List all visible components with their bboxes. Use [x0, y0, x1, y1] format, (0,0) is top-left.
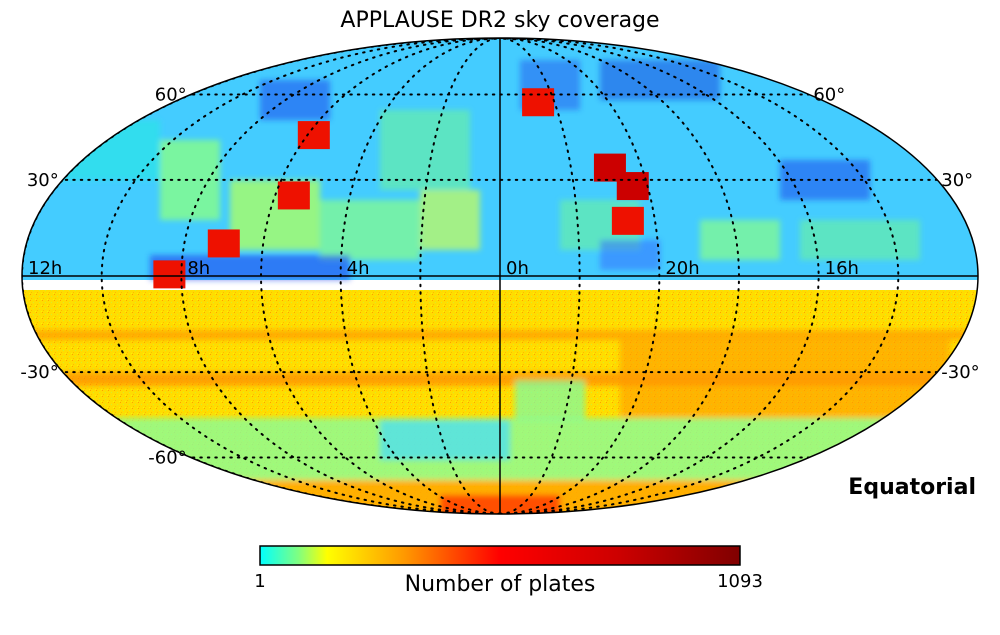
dec-tick-label: 30° [27, 170, 59, 191]
ra-gridline [180, 38, 501, 514]
dec-tick-label: -60° [148, 447, 186, 468]
ra-tick-label: 8h [187, 258, 210, 279]
hotspot [593, 153, 626, 182]
dec-tick-labels: 60° 60° 30° 30° -30° -30° -60° [20, 85, 979, 469]
dec-tick-label: -30° [20, 362, 58, 383]
colorbar-label: Number of plates [405, 572, 596, 597]
ra-gridline [419, 38, 501, 514]
chart-title: APPLAUSE DR2 sky coverage [340, 8, 659, 33]
ra-tick-labels: 12h 8h 4h 0h 20h 16h [28, 258, 859, 279]
ra-gridline [499, 38, 820, 514]
dec-tick-label: 60° [813, 85, 845, 106]
hotspot [207, 229, 240, 258]
hotspot [611, 206, 644, 235]
ra-tick-label: 0h [506, 258, 529, 279]
ra-gridline [100, 38, 501, 514]
ra-tick-label: 4h [347, 258, 370, 279]
hotspot [297, 121, 330, 150]
ra-gridline [499, 38, 581, 514]
hotspots [153, 88, 649, 289]
colorbar-gradient [259, 545, 741, 566]
dec-tick-label: -30° [941, 362, 979, 383]
ra-gridline [499, 38, 900, 514]
colorbar-max-label: 1093 [717, 571, 763, 592]
colorbar: 1 1093 Number of plates [254, 545, 763, 597]
dec-tick-label: 60° [155, 85, 187, 106]
hotspot [277, 181, 310, 210]
hotspot [153, 260, 186, 289]
dec-tick-label: 30° [941, 170, 973, 191]
hotspot [522, 88, 555, 117]
ra-tick-label: 12h [28, 258, 62, 279]
colorbar-min-label: 1 [254, 571, 265, 592]
ra-tick-label: 20h [665, 258, 699, 279]
ra-tick-label: 16h [825, 258, 859, 279]
coordinate-system-label: Equatorial [848, 475, 976, 500]
